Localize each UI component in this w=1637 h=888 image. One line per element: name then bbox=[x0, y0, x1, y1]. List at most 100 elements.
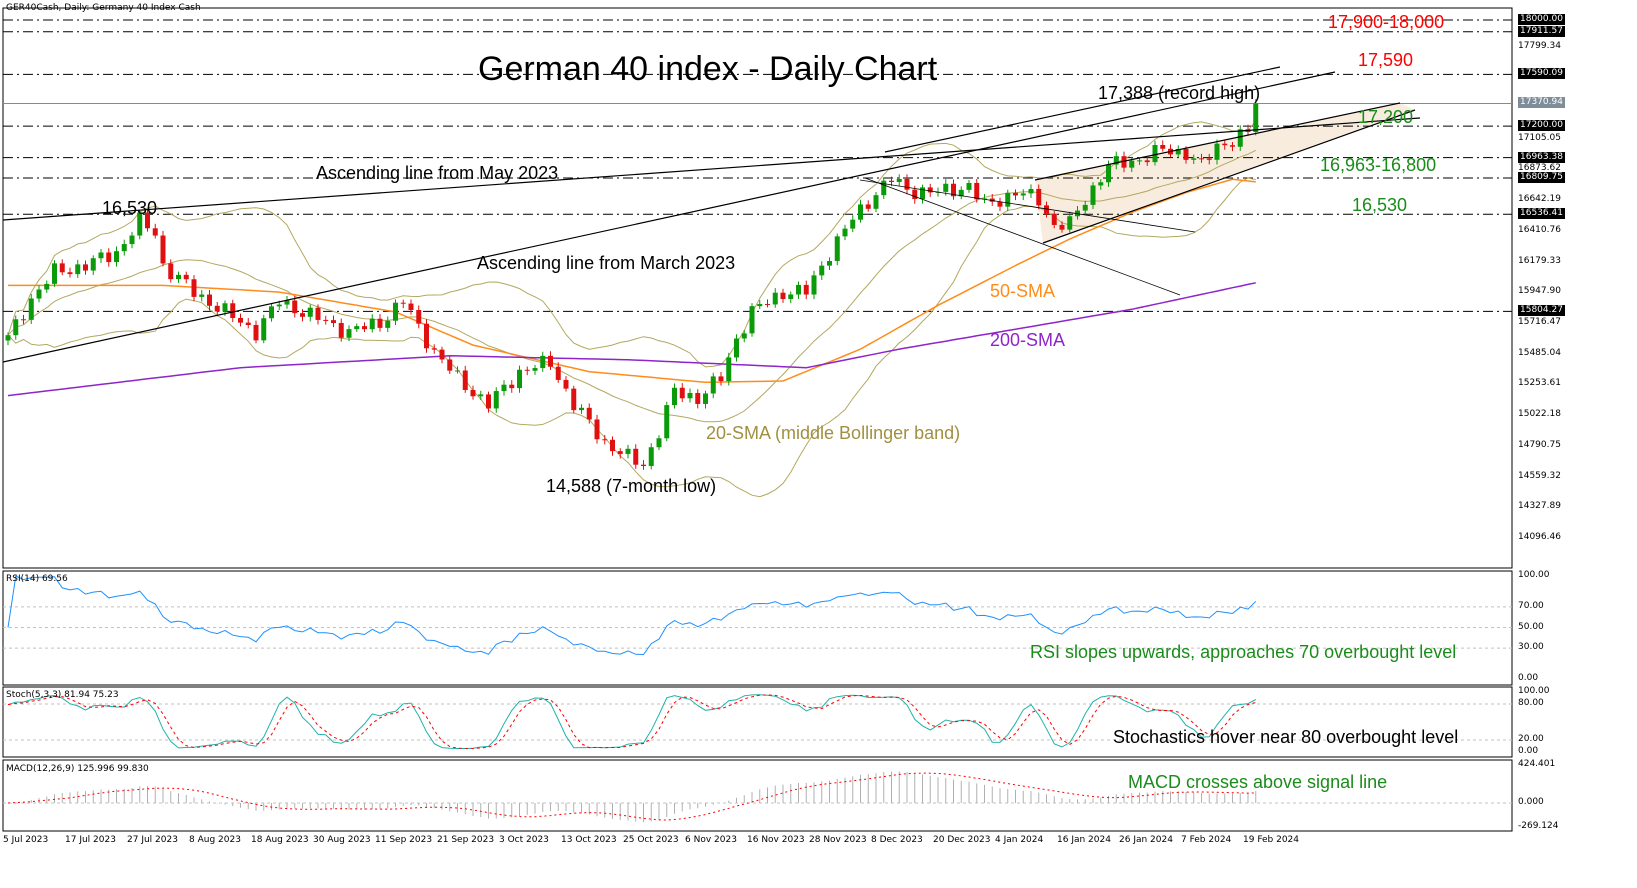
candle-body bbox=[1113, 156, 1119, 165]
candle-body bbox=[1098, 182, 1104, 186]
current-price-label: 17370.94 bbox=[1518, 97, 1565, 109]
candle-body bbox=[881, 180, 887, 196]
trendlines bbox=[2, 66, 1421, 363]
price-tick-label: 14096.46 bbox=[1518, 532, 1561, 543]
candle-body bbox=[695, 392, 701, 404]
candle-body bbox=[656, 438, 662, 448]
rsi-tick-label: 30.00 bbox=[1518, 642, 1544, 653]
sma20-label: 20-SMA (middle Bollinger band) bbox=[706, 423, 961, 443]
candle-body bbox=[540, 355, 546, 369]
candle-body bbox=[710, 376, 716, 394]
stoch-tick-label: 0.00 bbox=[1518, 746, 1539, 756]
macd-tick-label: 0.000 bbox=[1518, 797, 1544, 807]
stoch-label: Stoch(5,3,3) 81.94 75.23 bbox=[6, 690, 119, 700]
price-tick-label: 16873.62 bbox=[1518, 163, 1561, 174]
candle-body bbox=[1020, 193, 1026, 196]
macd-tick-label: 424.401 bbox=[1518, 759, 1556, 770]
price-level-label: 15804.27 bbox=[1518, 305, 1565, 317]
support-label: 16,530 bbox=[1352, 195, 1408, 215]
candle-body bbox=[920, 187, 925, 200]
date-tick-label: 26 Jan 2024 bbox=[1119, 835, 1173, 845]
candle-body bbox=[889, 180, 894, 182]
candle-body bbox=[168, 263, 174, 280]
candle-body bbox=[145, 212, 150, 229]
candle-body bbox=[176, 274, 181, 280]
price-level-label: 16809.75 bbox=[1518, 171, 1565, 183]
ascending-may-label: Ascending line from May 2023 bbox=[316, 163, 559, 183]
chart-title: German 40 index - Daily Chart bbox=[478, 50, 938, 88]
candle-body bbox=[858, 204, 863, 220]
candle-body bbox=[617, 451, 623, 454]
candle-body bbox=[67, 272, 73, 275]
candle-body bbox=[307, 307, 313, 317]
candle-body bbox=[1144, 160, 1150, 163]
candle-body bbox=[44, 283, 50, 290]
candle-body bbox=[1183, 148, 1189, 160]
date-tick-label: 6 Nov 2023 bbox=[685, 835, 737, 845]
candle-body bbox=[827, 261, 832, 266]
candle-body bbox=[253, 324, 259, 341]
price-level-label: 17200.00 bbox=[1518, 120, 1565, 132]
candle-body bbox=[214, 305, 220, 312]
main-panel-frame bbox=[2, 7, 1513, 569]
candle-body bbox=[1121, 156, 1127, 168]
candle-body bbox=[486, 394, 491, 409]
candle-body bbox=[1191, 158, 1197, 160]
candle-body bbox=[912, 189, 918, 200]
candle-body bbox=[1005, 192, 1011, 207]
candle-body bbox=[1044, 205, 1049, 214]
rsi-tick-label: 0.00 bbox=[1518, 673, 1539, 683]
candle-body bbox=[1067, 216, 1073, 230]
date-tick-label: 5 Jul 2023 bbox=[3, 835, 49, 845]
candle-body bbox=[369, 318, 375, 330]
candle-body bbox=[276, 304, 282, 307]
date-tick-label: 21 Sep 2023 bbox=[437, 835, 495, 845]
candle-body bbox=[834, 236, 840, 262]
price-tick-label: 15253.61 bbox=[1518, 378, 1561, 389]
candle-body bbox=[323, 319, 329, 321]
channel-upper-line bbox=[1034, 102, 1401, 181]
candle-body bbox=[803, 284, 809, 295]
candle-body bbox=[865, 204, 871, 209]
candle-body bbox=[284, 300, 290, 305]
candle-body bbox=[1059, 224, 1065, 230]
candle-body bbox=[594, 419, 600, 440]
date-tick-label: 16 Nov 2023 bbox=[747, 835, 805, 845]
candle-body bbox=[36, 289, 42, 299]
ascending-line-march bbox=[2, 71, 1336, 363]
candle-body bbox=[21, 319, 26, 321]
candle-body bbox=[873, 195, 879, 209]
candle-body bbox=[1129, 160, 1135, 168]
candle-body bbox=[346, 329, 352, 338]
panel-frames bbox=[2, 7, 1513, 832]
date-tick-label: 8 Dec 2023 bbox=[871, 835, 923, 845]
candle-body bbox=[362, 326, 367, 330]
candle-body bbox=[586, 407, 592, 420]
candle-body bbox=[315, 307, 321, 320]
candle-body bbox=[1230, 145, 1235, 147]
candle-body bbox=[400, 302, 406, 304]
candle-body bbox=[269, 306, 274, 319]
stoch-tick-label: 100.00 bbox=[1518, 686, 1550, 696]
resistance-zone-label: 17,900-18,000 bbox=[1328, 12, 1445, 32]
candle-body bbox=[943, 183, 949, 192]
candle-body bbox=[52, 263, 57, 284]
candle-body bbox=[757, 303, 763, 307]
candle-body bbox=[517, 369, 522, 389]
candle-body bbox=[788, 294, 794, 300]
candle-body bbox=[114, 251, 119, 263]
candle-body bbox=[455, 370, 460, 372]
candle-body bbox=[28, 298, 34, 320]
price-tick-label: 14790.75 bbox=[1518, 439, 1561, 450]
candle-body bbox=[1137, 160, 1142, 162]
candle-body bbox=[718, 376, 724, 382]
sma200-line bbox=[7, 282, 1256, 397]
candle-body bbox=[958, 189, 964, 197]
candle-body bbox=[819, 265, 825, 276]
candle-body bbox=[1214, 143, 1220, 160]
price-tick-label: 14327.89 bbox=[1518, 501, 1561, 512]
candle-body bbox=[625, 448, 631, 454]
candle-body bbox=[641, 464, 646, 467]
